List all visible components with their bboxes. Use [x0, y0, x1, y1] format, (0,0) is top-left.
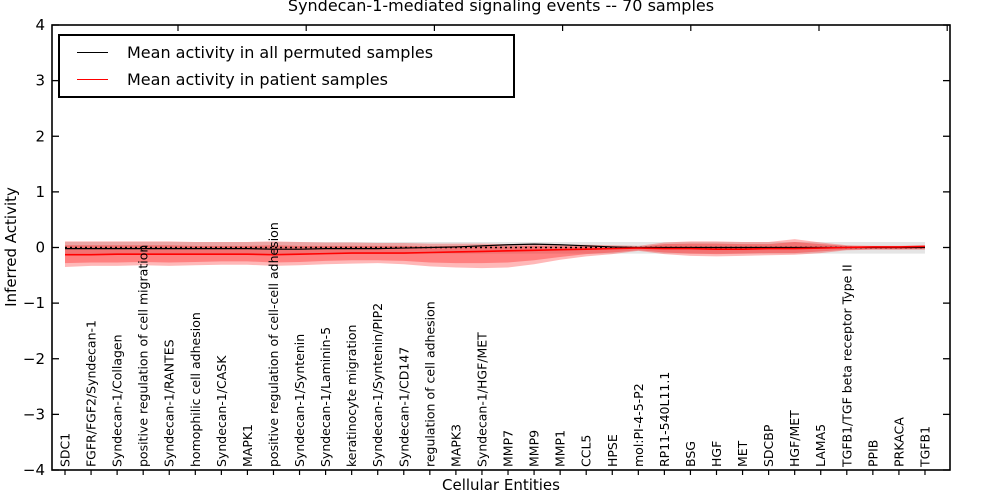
y-tick-label: −1 — [23, 294, 45, 312]
y-tick-label: 0 — [35, 239, 45, 257]
x-tick-label: TGFB1/TGF beta receptor Type II — [839, 264, 854, 468]
x-tick-label: keratinocyte migration — [344, 325, 359, 467]
x-tick-label: TGFB1 — [917, 426, 932, 468]
x-tick-label: Syndecan-1/RANTES — [162, 339, 177, 467]
x-tick-label: Syndecan-1/HGF/MET — [474, 332, 489, 467]
x-tick-label: Syndecan-1/Syntenin/PIP2 — [370, 303, 385, 467]
x-tick-label: MAPK3 — [448, 424, 463, 467]
x-tick-label: Syndecan-1/Laminin-5 — [318, 327, 333, 467]
x-tick-label: homophilic cell adhesion — [188, 312, 203, 467]
x-tick-label: MMP7 — [501, 430, 516, 467]
patient-mean-line — [65, 245, 925, 256]
legend-item-patient: Mean activity in patient samples — [77, 70, 513, 89]
y-tick-label: −2 — [23, 350, 45, 368]
y-tick-label: 1 — [35, 183, 45, 201]
band-1 — [65, 239, 925, 269]
x-tick-label: positive regulation of cell migration — [136, 245, 151, 467]
x-tick-label: PPIB — [865, 440, 880, 467]
y-axis-label: Inferred Activity — [2, 187, 20, 307]
legend-red-line-swatch — [77, 78, 108, 80]
x-tick-label: Syndecan-1/CASK — [214, 355, 229, 467]
x-tick-label: MAPK1 — [240, 424, 255, 467]
legend: Mean activity in all permuted samples Me… — [58, 34, 515, 98]
legend-label-patient: Mean activity in patient samples — [127, 69, 388, 89]
chart-title: Syndecan-1-mediated signaling events -- … — [287, 0, 715, 15]
y-tick-label: −3 — [23, 405, 45, 423]
x-tick-label: Syndecan-1/CD147 — [396, 347, 411, 467]
x-tick-label: mol:PI-4-5-P2 — [631, 383, 646, 467]
x-tick-label: Syndecan-1/Syntenin — [292, 334, 307, 467]
x-tick-label: HPSE — [605, 434, 620, 467]
x-tick-label: MET — [735, 440, 750, 467]
x-tick-label: positive regulation of cell-cell adhesio… — [266, 222, 281, 467]
x-tick-label: BSG — [683, 441, 698, 467]
legend-item-permuted: Mean activity in all permuted samples — [77, 43, 513, 62]
x-tick-label: Syndecan-1/Collagen — [110, 334, 125, 467]
x-tick-label: regulation of cell adhesion — [422, 301, 437, 467]
x-tick-label: PRKACA — [891, 417, 906, 467]
band-0 — [65, 241, 925, 254]
x-tick-label: HGF/MET — [787, 410, 802, 467]
x-tick-label: HGF — [709, 441, 724, 467]
y-tick-label: 2 — [35, 127, 45, 145]
x-tick-label: FGFR/FGF2/Syndecan-1 — [84, 320, 99, 467]
x-tick-label: MMP9 — [527, 430, 542, 467]
legend-black-line-swatch — [77, 52, 108, 54]
x-tick-label: CCL5 — [579, 435, 594, 467]
x-tick-label: MMP1 — [553, 430, 568, 467]
y-tick-label: 4 — [35, 16, 45, 34]
x-tick-label: SDCBP — [761, 424, 776, 467]
y-tick-label: −4 — [23, 461, 45, 479]
x-tick-label: SDC1 — [58, 433, 73, 467]
legend-label-permuted: Mean activity in all permuted samples — [127, 43, 434, 63]
x-axis-label: Cellular Entities — [442, 476, 560, 494]
x-tick-label: LAMA5 — [813, 424, 828, 467]
y-tick-label: 3 — [35, 72, 45, 90]
x-tick-label: RP11-540L11.1 — [657, 372, 672, 467]
